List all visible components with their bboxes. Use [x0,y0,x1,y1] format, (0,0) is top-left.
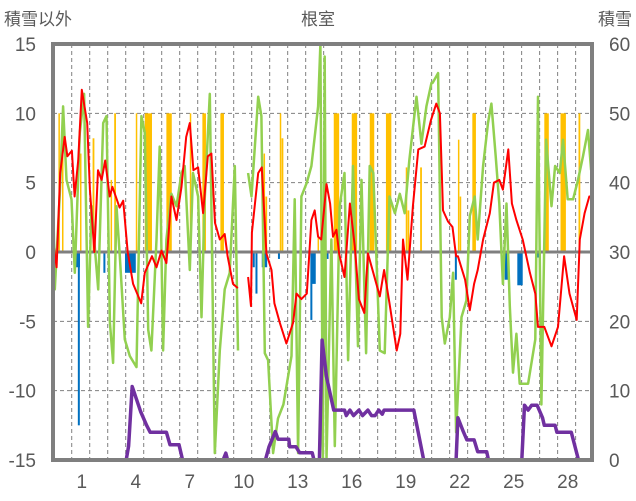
y-left-tick-label: 5 [25,174,36,195]
orange-bar [578,113,581,252]
orange-bar [114,113,116,252]
blue-bar [277,252,280,259]
blue-bar [255,252,258,294]
orange-bar [405,167,408,252]
series-lines [53,44,592,460]
x-tick-label: 19 [395,472,416,493]
blue-bar [326,252,329,259]
tick-labels: 1 4 7 10 13 16 19 22 25 28151050-5-10-15605040302… [9,35,631,493]
blue-bar [77,252,80,426]
x-tick-label: 22 [449,472,470,493]
blue-bar [310,252,313,320]
orange-bar [189,113,192,252]
orange-bar [420,167,422,252]
orange-bar [279,113,282,252]
orange-bar [79,153,82,252]
orange-bar [333,113,340,252]
y-right-tick-label: 10 [609,382,630,403]
orange-bar [472,113,476,252]
orange-bar [135,113,138,252]
orange-bar [385,113,392,252]
orange-bar [459,196,462,252]
chart-title: 根室 [301,10,335,30]
y-right-tick-label: 50 [609,104,630,125]
orange-bar [369,113,375,252]
x-tick-label: 16 [341,472,362,493]
blue-bar [454,252,457,280]
orange-bar [281,138,284,252]
plot-frame [51,42,594,462]
y-right-tick-label: 40 [609,174,630,195]
x-tick-label: 7 [184,472,195,493]
orange-bar [61,113,64,252]
orange-bar [407,210,410,252]
orange-bar [560,113,566,252]
orange-bar [317,238,320,252]
y-right-tick-label: 20 [609,312,630,333]
series-line-snow [53,338,592,460]
blue-bar [537,252,540,258]
blue-bar [504,252,509,280]
x-tick-label: 1 [77,472,88,493]
y-left-tick-label: -5 [19,312,36,333]
y-left-tick-label: -15 [9,451,36,472]
x-tick-label: 13 [287,472,308,493]
right-axis-label: 積雪 [598,10,632,30]
blue-bar [103,252,106,273]
y-right-tick-label: 30 [609,243,630,264]
blue-bar [252,252,255,268]
orange-bar [457,139,460,252]
series-line-red [53,88,592,352]
x-tick-label: 4 [130,472,141,493]
blue-bar [517,252,523,286]
orange-bar [92,138,95,252]
y-left-tick-label: 0 [25,243,36,264]
orange-bar [144,113,152,252]
orange-bar [202,113,206,252]
blue-bar [74,252,80,268]
x-tick-label: 28 [557,472,578,493]
y-right-tick-label: 0 [609,451,620,472]
series-line-green [53,44,592,460]
y-left-tick-label: 10 [15,104,36,125]
orange-bar [220,113,224,252]
x-tick-label: 10 [233,472,254,493]
orange-bar [265,196,268,252]
x-tick-label: 25 [503,472,524,493]
orange-bar [110,179,113,252]
plot-border [51,42,594,462]
y-left-tick-label: 15 [15,35,36,56]
y-right-tick-label: 60 [609,35,630,56]
blue-bar [311,252,316,284]
orange-bar [166,113,172,252]
y-left-tick-label: -10 [9,382,36,403]
left-axis-label: 積雪以外 [4,10,72,30]
